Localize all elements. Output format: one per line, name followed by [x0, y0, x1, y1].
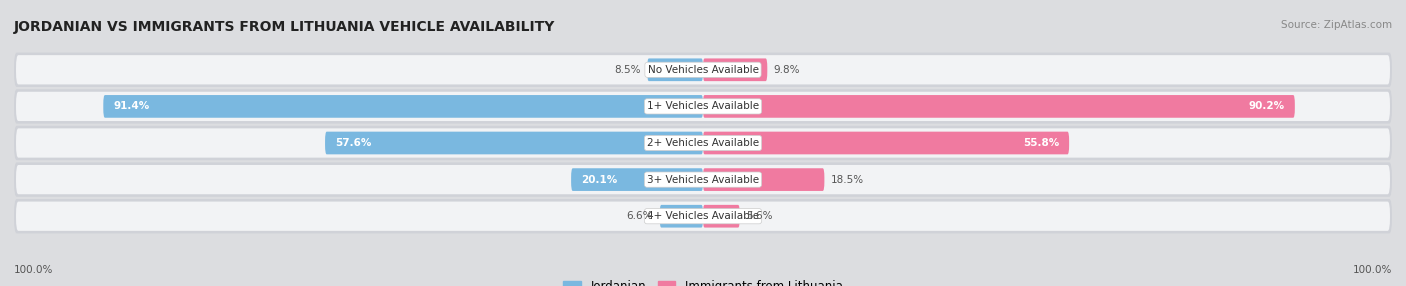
- FancyBboxPatch shape: [703, 132, 1069, 154]
- Text: 8.5%: 8.5%: [614, 65, 641, 75]
- Text: 100.0%: 100.0%: [14, 265, 53, 275]
- FancyBboxPatch shape: [15, 128, 1391, 158]
- FancyBboxPatch shape: [703, 168, 824, 191]
- FancyBboxPatch shape: [703, 205, 740, 228]
- Text: 57.6%: 57.6%: [335, 138, 371, 148]
- FancyBboxPatch shape: [15, 55, 1391, 84]
- Text: 4+ Vehicles Available: 4+ Vehicles Available: [647, 211, 759, 221]
- Text: 18.5%: 18.5%: [831, 175, 865, 184]
- FancyBboxPatch shape: [14, 53, 1392, 87]
- FancyBboxPatch shape: [14, 126, 1392, 160]
- Text: 9.8%: 9.8%: [773, 65, 800, 75]
- FancyBboxPatch shape: [14, 199, 1392, 233]
- Text: 1+ Vehicles Available: 1+ Vehicles Available: [647, 102, 759, 111]
- Text: No Vehicles Available: No Vehicles Available: [648, 65, 758, 75]
- Text: 20.1%: 20.1%: [581, 175, 617, 184]
- FancyBboxPatch shape: [103, 95, 703, 118]
- Legend: Jordanian, Immigrants from Lithuania: Jordanian, Immigrants from Lithuania: [558, 276, 848, 286]
- Text: 6.6%: 6.6%: [627, 211, 654, 221]
- FancyBboxPatch shape: [659, 205, 703, 228]
- FancyBboxPatch shape: [14, 89, 1392, 124]
- FancyBboxPatch shape: [571, 168, 703, 191]
- Text: 91.4%: 91.4%: [112, 102, 149, 111]
- Text: 55.8%: 55.8%: [1024, 138, 1059, 148]
- Text: 5.6%: 5.6%: [747, 211, 773, 221]
- FancyBboxPatch shape: [703, 58, 768, 81]
- Text: JORDANIAN VS IMMIGRANTS FROM LITHUANIA VEHICLE AVAILABILITY: JORDANIAN VS IMMIGRANTS FROM LITHUANIA V…: [14, 20, 555, 34]
- Text: 2+ Vehicles Available: 2+ Vehicles Available: [647, 138, 759, 148]
- Text: 3+ Vehicles Available: 3+ Vehicles Available: [647, 175, 759, 184]
- Text: 90.2%: 90.2%: [1249, 102, 1285, 111]
- FancyBboxPatch shape: [15, 92, 1391, 121]
- Text: 100.0%: 100.0%: [1353, 265, 1392, 275]
- FancyBboxPatch shape: [647, 58, 703, 81]
- FancyBboxPatch shape: [325, 132, 703, 154]
- FancyBboxPatch shape: [14, 162, 1392, 197]
- FancyBboxPatch shape: [15, 165, 1391, 194]
- Text: Source: ZipAtlas.com: Source: ZipAtlas.com: [1281, 20, 1392, 30]
- FancyBboxPatch shape: [15, 202, 1391, 231]
- FancyBboxPatch shape: [703, 95, 1295, 118]
